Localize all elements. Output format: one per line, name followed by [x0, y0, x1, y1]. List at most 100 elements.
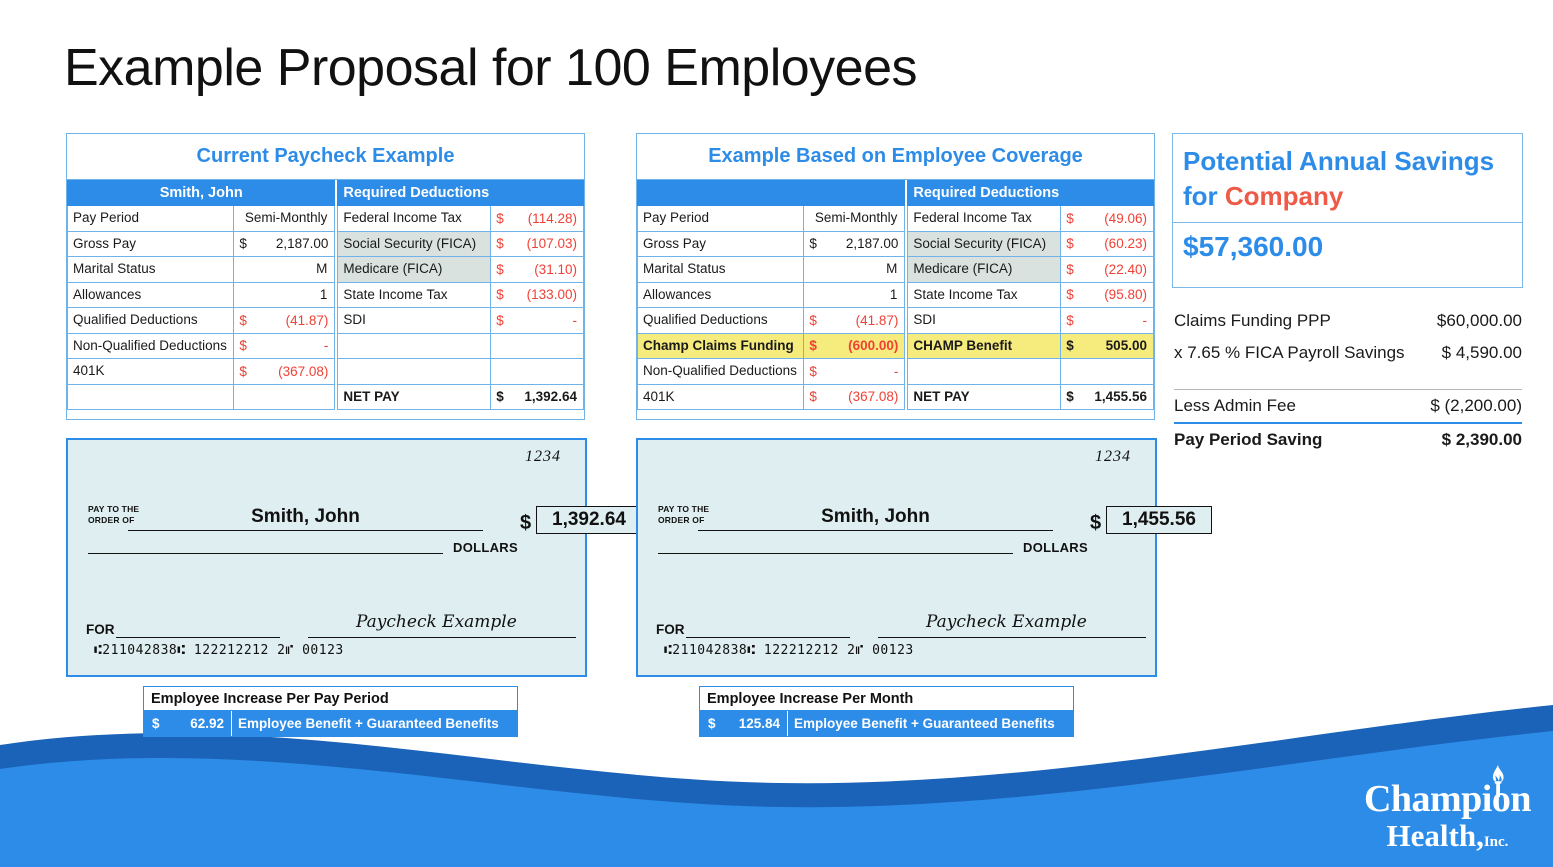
pay-to-line-2: ORDER OF	[88, 514, 135, 525]
row-value: $ (41.87)	[803, 308, 906, 334]
row-amount: -	[1142, 312, 1147, 328]
row-amount: (22.40)	[1104, 261, 1147, 277]
signature-line	[878, 636, 1146, 638]
payee-name: Smith, John	[251, 506, 360, 527]
row-currency-symbol: $	[239, 363, 247, 379]
row-currency-symbol: $	[1066, 210, 1074, 226]
row-currency-symbol: $	[1066, 261, 1074, 277]
table-row: 401K $ (367.08)	[67, 359, 336, 385]
row-label: Qualified Deductions	[637, 308, 804, 334]
row-amount: (41.87)	[855, 312, 899, 328]
payee-line: Smith, John	[698, 506, 1053, 531]
table-caption: Example Based on Employee Coverage	[637, 134, 1154, 180]
check-number: 1234	[525, 448, 561, 465]
row-label	[337, 359, 491, 385]
row-value: $505.00	[1060, 333, 1154, 359]
logo-line-1: Champion	[1364, 765, 1532, 818]
paycheck-image-coverage: 1234 PAY TO THE ORDER OF Smith, John $ 1…	[636, 438, 1212, 677]
page-title: Example Proposal for 100 Employees	[64, 39, 918, 97]
row-label: SDI	[907, 308, 1061, 334]
savings-heading-main: Potential Annual Savings	[1183, 146, 1495, 176]
row-value: $ (367.08)	[233, 359, 336, 385]
row-currency-symbol: $	[496, 261, 504, 277]
savings-row-value: $60,000.00	[1436, 311, 1522, 330]
increase-amount-cell: $ 62.92	[144, 711, 232, 736]
for-line	[116, 636, 280, 638]
row-label: Non-Qualified Deductions	[67, 333, 234, 359]
torch-icon	[1492, 765, 1504, 797]
row-label: Gross Pay	[637, 231, 804, 257]
row-value: $ (133.00)	[490, 282, 584, 308]
row-amount: -	[893, 363, 899, 379]
row-amount: (41.87)	[285, 312, 329, 328]
micr-line: ⑆211042838⑆ 122212212 2⑈ 00123	[664, 643, 914, 658]
row-label: SDI	[337, 308, 491, 334]
employee-increase-per-pay-period: Employee Increase Per Pay Period $ 62.92…	[143, 686, 518, 737]
row-currency-symbol	[491, 360, 500, 384]
row-label: Champ Claims Funding	[637, 333, 804, 359]
row-currency-symbol: $	[809, 338, 817, 353]
table-row: Non-Qualified Deductions $ -	[637, 359, 906, 385]
row-currency-symbol: $	[496, 210, 504, 226]
row-amount: (367.08)	[848, 389, 899, 404]
payee-line: Smith, John	[128, 506, 483, 531]
logo-line-2: Health,Inc.	[1364, 820, 1531, 851]
table-row: State Income Tax $ (95.80)	[907, 282, 1154, 308]
table-row: Pay Period Semi-Monthly	[637, 206, 906, 232]
row-value: $1,392.64	[490, 384, 584, 410]
payee-name: Smith, John	[821, 506, 930, 527]
table-row	[337, 359, 584, 385]
row-label: Pay Period	[637, 206, 804, 232]
row-currency-symbol: $	[496, 287, 504, 302]
row-value: M	[233, 257, 336, 283]
row-value: Semi-Monthly	[803, 206, 906, 232]
table-row: Marital Status M	[67, 257, 336, 283]
table-left-header: Smith, John	[67, 180, 336, 206]
logo-inc-suffix: Inc.	[1483, 834, 1509, 850]
row-currency-symbol: $	[496, 389, 504, 404]
micr-line: ⑆211042838⑆ 122212212 2⑈ 00123	[94, 643, 344, 658]
table-right-rows: Federal Income Tax $ (49.06) Social Securit…	[907, 206, 1154, 410]
row-currency-symbol: $	[1066, 236, 1074, 251]
row-label: Social Security (FICA)	[907, 231, 1061, 257]
table-row: Medicare (FICA) $ (22.40)	[907, 257, 1154, 283]
table-row: Non-Qualified Deductions $ -	[67, 333, 336, 359]
savings-row-value: $ (2,200.00)	[1430, 396, 1522, 415]
row-currency-symbol: $	[1066, 312, 1074, 328]
employee-increase-per-month: Employee Increase Per Month $ 125.84 Emp…	[699, 686, 1074, 737]
row-label: NET PAY	[907, 384, 1061, 410]
savings-row-value: $ 2,390.00	[1441, 430, 1522, 449]
row-currency-symbol: $	[809, 312, 817, 328]
row-label: State Income Tax	[907, 282, 1061, 308]
row-currency-symbol	[491, 334, 500, 358]
savings-heading-company: Company	[1224, 181, 1344, 211]
row-value: $ (41.87)	[233, 308, 336, 334]
table-right-column: Required Deductions Federal Income Tax $ (…	[907, 180, 1154, 410]
savings-row-admin-fee: Less Admin Fee $ (2,200.00)	[1174, 389, 1522, 422]
row-amount: (133.00)	[526, 287, 577, 302]
table-row: Champ Claims Funding $ (600.00)	[637, 333, 906, 359]
row-value: $2,187.00	[803, 231, 906, 257]
table-row: Pay Period Semi-Monthly	[67, 206, 336, 232]
table-row: Gross Pay $2,187.00	[637, 231, 906, 257]
row-currency-symbol: $	[239, 312, 247, 328]
row-value	[490, 359, 584, 385]
savings-row-label: Less Admin Fee	[1174, 396, 1296, 415]
row-label: Marital Status	[637, 257, 804, 283]
signature-line	[308, 636, 576, 638]
row-value: $2,187.00	[233, 231, 336, 257]
increase-title: Employee Increase Per Month	[699, 686, 1074, 711]
row-amount	[500, 360, 583, 384]
table-row: CHAMP Benefit $505.00	[907, 333, 1154, 359]
table-row: Allowances 1	[67, 282, 336, 308]
row-label: Medicare (FICA)	[907, 257, 1061, 283]
row-value: $ -	[233, 333, 336, 359]
row-currency-symbol: $	[809, 363, 817, 379]
row-label: Marital Status	[67, 257, 234, 283]
table-row: Federal Income Tax $ (114.28)	[337, 206, 584, 232]
check-number: 1234	[1095, 448, 1131, 465]
savings-heading-for: for	[1183, 181, 1225, 211]
increase-title: Employee Increase Per Pay Period	[143, 686, 518, 711]
table-row	[337, 333, 584, 359]
row-currency-symbol	[234, 385, 243, 409]
